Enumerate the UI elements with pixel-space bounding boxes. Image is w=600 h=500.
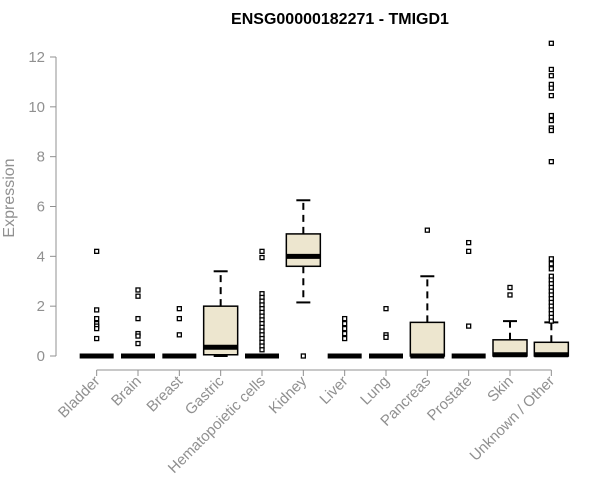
- box-11: [533, 40, 570, 358]
- outlier-point: [259, 347, 265, 353]
- outlier-point: [94, 307, 100, 313]
- outlier-point: [466, 239, 472, 246]
- x-category-label: Brain: [108, 373, 145, 410]
- chart-title: ENSG00000182271 - TMIGD1: [231, 11, 449, 28]
- y-tick-label: 0: [37, 348, 45, 365]
- outlier-point: [259, 254, 265, 261]
- x-category-label: Breast: [143, 372, 186, 415]
- y-tick-label: 2: [37, 298, 45, 315]
- box-5: [285, 199, 322, 359]
- outlier-point: [94, 315, 100, 322]
- outlier-point: [424, 227, 430, 233]
- outlier-point: [342, 325, 348, 332]
- outlier-point: [135, 293, 141, 299]
- outlier-point: [94, 248, 100, 255]
- box-0: [79, 248, 114, 359]
- outlier-point: [548, 40, 554, 46]
- outlier-point: [176, 332, 182, 338]
- outlier-point: [548, 158, 554, 165]
- outlier-point: [135, 315, 141, 322]
- outlier-point: [94, 335, 100, 342]
- y-axis-label: Expression: [1, 158, 18, 237]
- box-body: [285, 233, 322, 268]
- x-category-label: Skin: [484, 373, 517, 406]
- outlier-point: [383, 334, 389, 340]
- outlier-point: [176, 315, 182, 322]
- outlier-point: [507, 284, 513, 291]
- outlier-point: [135, 333, 141, 339]
- y-axis: 0 2 4 6 8 10 12: [28, 49, 57, 365]
- box-8: [409, 227, 446, 359]
- box-2: [162, 306, 197, 359]
- outlier-point: [300, 353, 306, 359]
- outlier-point: [94, 325, 100, 332]
- outlier-point: [548, 66, 554, 73]
- box-7: [369, 306, 403, 359]
- outlier-point: [383, 306, 389, 312]
- outlier-point: [507, 292, 513, 298]
- outlier-point: [135, 340, 141, 347]
- outlier-point: [548, 127, 554, 134]
- y-tick-label: 4: [37, 248, 45, 265]
- box-1: [121, 287, 155, 359]
- outlier-point: [259, 248, 265, 255]
- outlier-point: [548, 266, 554, 272]
- outlier-point: [342, 335, 348, 342]
- box-6: [327, 315, 362, 359]
- outlier-point: [548, 117, 554, 124]
- outlier-point: [548, 85, 554, 91]
- outlier-point: [548, 112, 554, 119]
- x-category-label: Lung: [357, 373, 393, 409]
- outlier-point: [548, 256, 554, 262]
- x-category-label: Kidney: [266, 372, 311, 417]
- outlier-point: [176, 306, 182, 312]
- outlier-point: [548, 92, 554, 99]
- x-category-label: Prostate: [424, 373, 476, 425]
- y-tick-label: 10: [28, 99, 45, 116]
- outlier-point: [548, 73, 554, 79]
- x-category-label: Liver: [316, 373, 351, 408]
- y-tick-label: 8: [37, 149, 45, 166]
- box-4: [245, 248, 279, 359]
- outlier-point: [342, 330, 348, 337]
- outlier-point: [342, 315, 348, 322]
- box-series: [79, 40, 570, 359]
- y-tick-label: 6: [37, 199, 45, 216]
- x-category-label: Bladder: [55, 373, 104, 422]
- y-tick-label: 12: [28, 49, 45, 66]
- outlier-point: [135, 287, 141, 293]
- outlier-point: [548, 261, 554, 267]
- outlier-point: [342, 320, 348, 327]
- box-9: [451, 239, 486, 359]
- box-3: [202, 270, 239, 357]
- outlier-point: [548, 318, 554, 324]
- box-body: [409, 321, 446, 357]
- outlier-point: [466, 323, 472, 329]
- box-10: [492, 284, 528, 358]
- outlier-point: [466, 248, 472, 255]
